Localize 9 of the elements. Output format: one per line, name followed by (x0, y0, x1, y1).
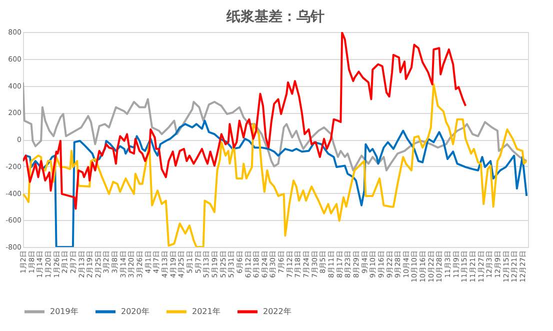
line-series (23, 32, 467, 210)
legend-label: 2021年 (192, 306, 220, 316)
legend-label: 2020年 (121, 306, 150, 316)
legend-label: 2019年 (50, 306, 78, 316)
legend-label: 2022年 (263, 306, 292, 316)
chart-title: 纸浆基差：乌针 (226, 9, 324, 25)
line-series (23, 81, 528, 172)
line-series (23, 120, 528, 247)
line-series (23, 83, 528, 247)
